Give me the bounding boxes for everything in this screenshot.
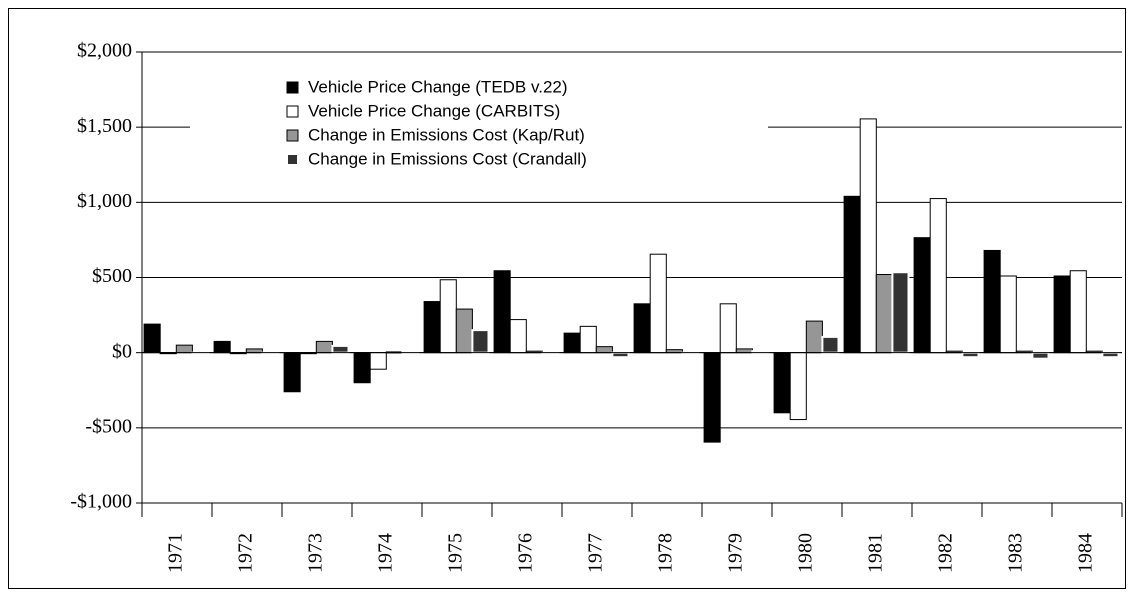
- bar: [891, 271, 910, 354]
- bar: [563, 332, 581, 354]
- bar: [913, 237, 931, 354]
- bar: [735, 348, 753, 354]
- bar: [493, 270, 511, 354]
- bar: [471, 329, 490, 354]
- y-tick-label: $2,000: [77, 40, 132, 62]
- x-tick-label: 1974: [375, 533, 397, 573]
- bar: [929, 198, 947, 354]
- x-tick-label: 1984: [1075, 533, 1097, 573]
- bar: [143, 323, 161, 354]
- bar: [999, 275, 1017, 354]
- bar: [875, 273, 893, 354]
- x-tick-label: 1976: [515, 533, 537, 573]
- bar: [315, 340, 333, 354]
- bar: [611, 351, 630, 359]
- bar: [283, 352, 301, 393]
- bar: [719, 303, 737, 354]
- bar: [821, 335, 840, 354]
- legend-label: Vehicle Price Change (TEDB v.22): [308, 77, 568, 96]
- bar: [703, 352, 721, 443]
- y-tick-label: -$1,000: [70, 491, 132, 513]
- x-tick-label: 1980: [795, 533, 817, 573]
- legend-marker: [286, 105, 299, 118]
- legend-marker: [286, 129, 299, 142]
- bar: [439, 279, 457, 354]
- legend-marker: [286, 81, 299, 94]
- x-tick-label: 1973: [305, 533, 327, 573]
- bar: [213, 340, 231, 354]
- legend-marker: [286, 153, 299, 166]
- x-tick-label: 1979: [725, 533, 747, 573]
- bar: [353, 352, 371, 384]
- bar: [859, 118, 877, 354]
- bar: [455, 308, 473, 354]
- bar: [579, 325, 597, 354]
- legend-background: [190, 70, 768, 186]
- bar: [961, 351, 980, 359]
- legend-label: Vehicle Price Change (CARBITS): [308, 101, 560, 120]
- bar: [331, 344, 350, 354]
- bar: [595, 346, 613, 354]
- bar: [369, 352, 387, 370]
- bar: [649, 253, 667, 354]
- bar: [983, 249, 1001, 354]
- bar: [509, 319, 527, 354]
- x-tick-label: 1983: [1005, 533, 1027, 573]
- y-tick-label: $500: [92, 265, 132, 287]
- y-tick-label: -$500: [85, 415, 132, 437]
- bar: [805, 320, 823, 354]
- x-tick-label: 1977: [585, 533, 607, 573]
- bar: [245, 348, 263, 354]
- bar: [789, 352, 807, 421]
- x-tick-label: 1971: [165, 533, 187, 573]
- bar: [1031, 351, 1050, 360]
- bar: [843, 195, 861, 354]
- x-tick-label: 1978: [655, 533, 677, 573]
- bar: [1053, 275, 1071, 354]
- bar: [1101, 351, 1120, 359]
- y-tick-label: $1,500: [77, 115, 132, 137]
- x-tick-label: 1982: [935, 533, 957, 573]
- x-tick-label: 1981: [865, 533, 887, 573]
- bar: [175, 344, 193, 354]
- bar: [423, 301, 441, 354]
- legend-label: Change in Emissions Cost (Kap/Rut): [308, 125, 585, 144]
- bar: [1069, 270, 1087, 354]
- y-tick-label: $1,000: [77, 190, 132, 212]
- legend-label: Change in Emissions Cost (Crandall): [308, 149, 587, 168]
- bar: [773, 352, 791, 414]
- x-tick-label: 1972: [235, 533, 257, 573]
- bar: [633, 303, 651, 354]
- y-tick-label: $0: [112, 340, 132, 362]
- x-tick-label: 1975: [445, 533, 467, 573]
